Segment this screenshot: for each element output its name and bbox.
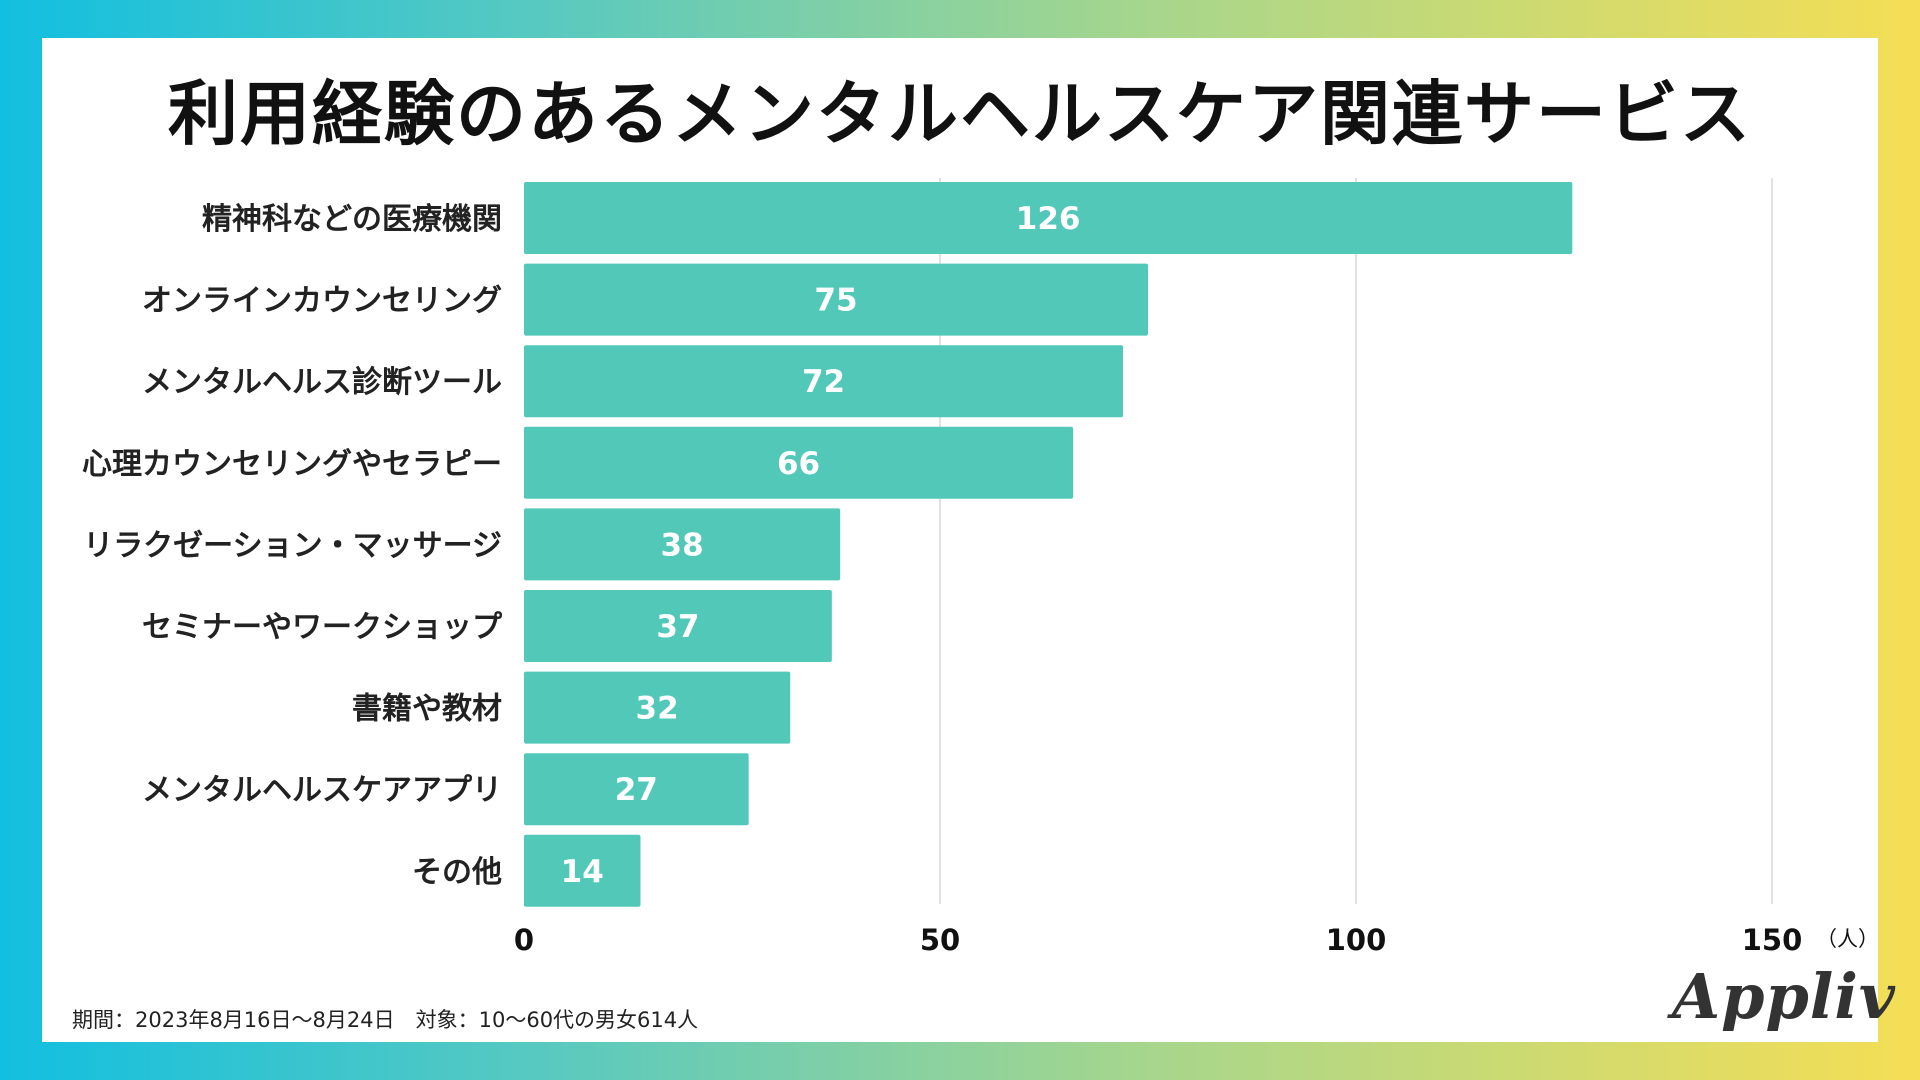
- footnote: 期間：2023年8月16日〜8月24日 対象：10〜60代の男女614人: [72, 1008, 699, 1032]
- bar-value-label: 126: [1016, 201, 1081, 237]
- bar: [524, 753, 749, 826]
- bar: [524, 834, 641, 907]
- bar-value-label: 37: [656, 609, 699, 645]
- category-label: 心理カウンセリングやセラピー: [82, 447, 502, 482]
- bar-value-label: 75: [814, 283, 857, 319]
- category-label: 精神科などの医療機関: [202, 202, 502, 237]
- x-tick-label: 100: [1326, 923, 1387, 957]
- x-tick-label: 150: [1742, 923, 1803, 957]
- category-label: その他: [412, 855, 502, 890]
- chart-title: 利用経験のあるメンタルヘルスケア関連サービス: [168, 73, 1752, 155]
- x-tick-label: 50: [920, 923, 960, 957]
- bar-value-label: 27: [615, 772, 658, 808]
- bar-value-label: 32: [636, 691, 679, 727]
- bar-value-label: 72: [802, 364, 845, 400]
- bar: [524, 345, 1124, 418]
- bar: [524, 263, 1148, 336]
- bar-chart: 126 精神科などの医療機関 75 オンラインカウンセリング 72 メンタルヘルス診断ツー…: [82, 178, 1878, 957]
- category-label: リラクゼーション・マッサージ: [83, 528, 502, 563]
- x-unit-label: （人）: [1816, 927, 1878, 951]
- bar-value-label: 14: [561, 854, 604, 890]
- appliv-logo: Appliv: [1672, 960, 1896, 1033]
- category-label: オンラインカウンセリング: [142, 284, 502, 319]
- bar: [524, 590, 832, 662]
- chart-card: 利用経験のあるメンタルヘルスケア関連サービス 126 精神科などの医療機関 75 オン…: [42, 38, 1895, 1042]
- category-label: メンタルヘルスケアアプリ: [142, 773, 502, 808]
- bar-value-label: 38: [661, 527, 704, 563]
- bar: [524, 426, 1074, 499]
- bar: [524, 671, 791, 744]
- category-label: 書籍や教材: [352, 692, 502, 727]
- bar: [524, 508, 841, 581]
- bar: [524, 182, 1573, 254]
- bar-value-label: 66: [777, 446, 820, 482]
- x-tick-label: 0: [514, 923, 534, 957]
- category-label: セミナーやワークショップ: [142, 610, 503, 645]
- category-label: メンタルヘルス診断ツール: [142, 365, 502, 400]
